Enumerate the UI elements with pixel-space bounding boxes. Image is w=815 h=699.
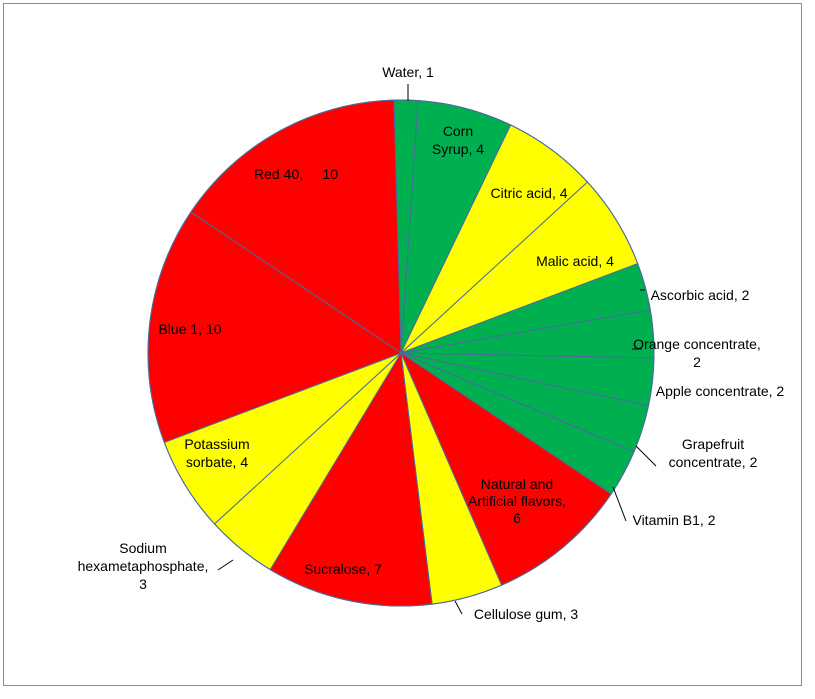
slice-label-cellulose-gum: Cellulose gum, 3 [474,606,578,622]
leader-line-sodium-hexametaphosphate [217,559,234,571]
slice-label-vitamin-b1: Vitamin B1, 2 [632,512,715,528]
slice-label-ascorbic-acid: Ascorbic acid, 2 [651,287,750,303]
slice-labels: Water, 1 Corn Syrup, 4 Citric acid, 4 Malic … [78,64,785,622]
leader-line-grapefruit-concentrate [635,445,657,467]
slice-label-water: Water, 1 [382,64,434,80]
slice-label-malic-acid: Malic acid, 4 [536,253,614,269]
leader-line-vitamin-b1 [612,486,627,522]
slice-label-citric-acid: Citric acid, 4 [490,185,567,201]
slice-label-blue-1: Blue 1, 10 [158,321,221,337]
slice-label-natural-and-artificial-flavors: Natural and Artificial flavors, 6 [468,476,566,526]
slice-label-red-40: Red 40, 10 [254,166,338,182]
slice-label-orange-concentrate: Orange concentrate, 2 [633,336,761,370]
pie-slices [147,99,655,607]
slice-label-sucralose: Sucralose, 7 [304,561,382,577]
pie-outline [147,99,655,607]
leader-lines [217,84,657,615]
leader-line-cellulose-gum [454,600,463,615]
slice-label-potassium-sorbate: Potassium sorbate, 4 [184,436,249,470]
slice-label-corn-syrup: Corn Syrup, 4 [432,123,484,157]
slice-label-grapefruit-concentrate: Grapefruit concentrate, 2 [669,436,758,470]
slice-label-apple-concentrate: Apple concentrate, 2 [656,383,785,399]
slice-label-sodium-hexametaphosphate: Sodium hexametaphosphate, 3 [78,540,209,592]
